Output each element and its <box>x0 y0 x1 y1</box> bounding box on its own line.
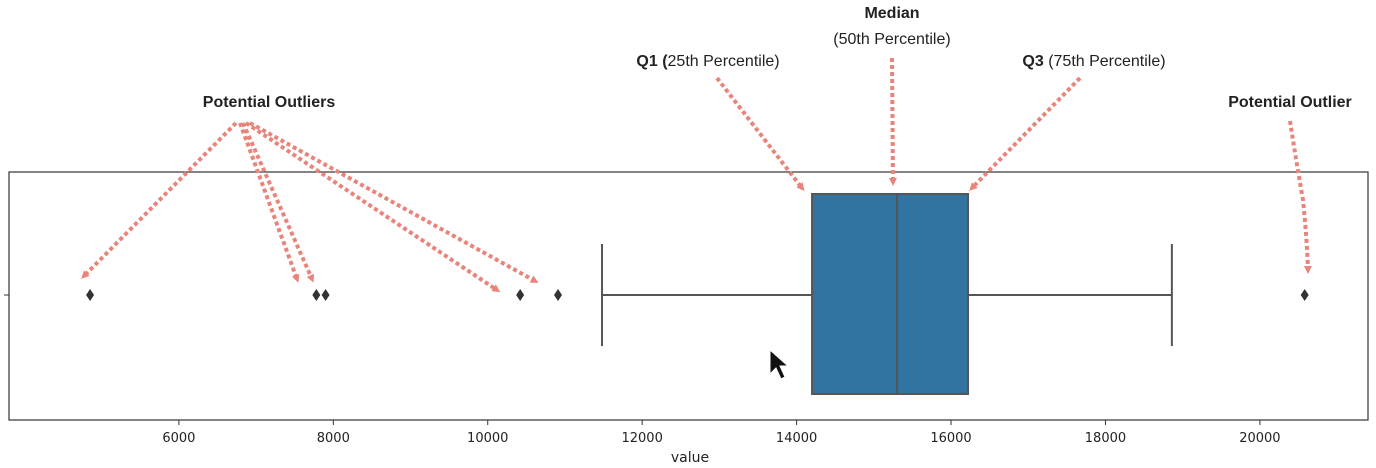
box-group <box>601 193 1173 395</box>
arrow-q3 <box>969 76 1082 191</box>
outliers-left-label: Potential Outliers <box>203 94 336 111</box>
arrow-outlier-5 <box>249 121 539 283</box>
q1-label-bold: Q1 ( <box>636 53 668 70</box>
x-tick-label-5: 14000 <box>776 431 817 446</box>
median-label-detail: (50th Percentile) <box>833 31 950 48</box>
q1-label: Q1 (25th Percentile) <box>636 53 779 70</box>
q3-label: Q3 (75th Percentile) <box>1022 53 1165 70</box>
x-tick-label-4: 12000 <box>621 431 662 446</box>
arrow-outlier-4 <box>244 121 501 293</box>
x-tick-label-2: 8000 <box>317 431 350 446</box>
outliers-group <box>86 289 1309 301</box>
pointer-arrow-icon <box>769 348 790 380</box>
plot-frame <box>8 171 1369 421</box>
outlier-right-label: Potential Outlier <box>1228 94 1352 111</box>
x-tick-label-3: 10000 <box>467 431 508 446</box>
outlier-point-2 <box>312 289 321 301</box>
x-axis-label: value <box>671 450 709 466</box>
iqr-box <box>811 193 970 395</box>
x-tick-label-1: 6000 <box>162 431 195 446</box>
outlier-point-1 <box>86 289 95 301</box>
arrow-q1 <box>715 76 805 192</box>
x-tick-label-8: 20000 <box>1239 431 1280 446</box>
median-label-title: Median <box>864 5 919 22</box>
outlier-point-6 <box>1300 289 1309 301</box>
outlier-point-3 <box>321 289 330 301</box>
q1-label-normal: 25th Percentile) <box>668 53 780 70</box>
arrow-outlier-3 <box>241 122 315 283</box>
x-axis-ticks: 6000 8000 10000 12000 14000 16000 18000 20000 <box>162 420 1281 446</box>
x-tick-label-7: 18000 <box>1085 431 1126 446</box>
outlier-point-4 <box>516 289 525 301</box>
outlier-point-5 <box>554 289 563 301</box>
x-tick-label-6: 16000 <box>930 431 971 446</box>
q3-label-normal: (75th Percentile) <box>1044 53 1166 70</box>
arrow-median <box>888 57 897 186</box>
q3-label-bold: Q3 <box>1022 53 1043 70</box>
arrow-outlier-right <box>1288 120 1312 274</box>
annotation-arrows <box>81 57 1312 293</box>
arrow-outlier-1 <box>81 121 238 279</box>
